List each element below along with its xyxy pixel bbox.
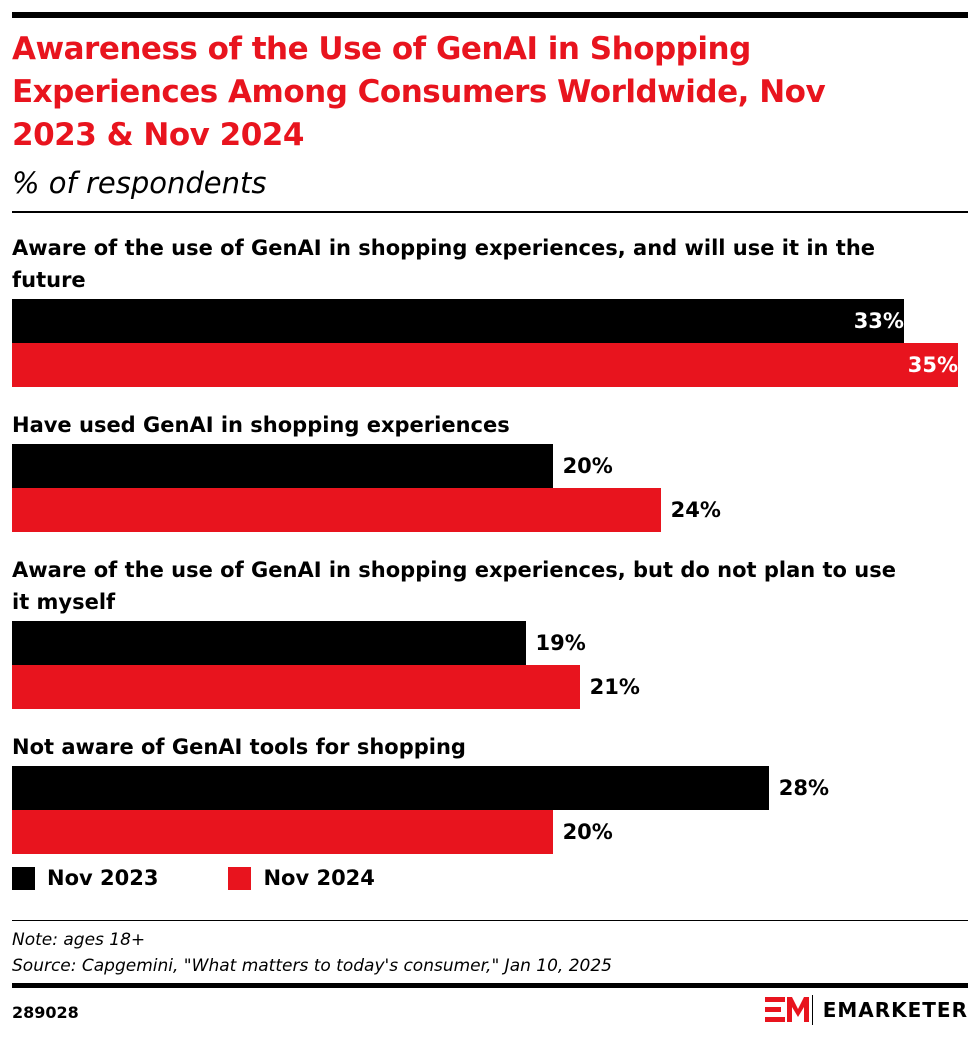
divider xyxy=(12,211,968,213)
bar-row: 24% xyxy=(12,488,968,532)
bar xyxy=(12,665,580,709)
value-label: 24% xyxy=(670,498,721,522)
bar xyxy=(12,444,553,488)
category-group: Not aware of GenAI tools for shopping 28%… xyxy=(12,731,968,854)
legend-swatch xyxy=(12,866,35,890)
legend-item: Nov 2023 xyxy=(12,866,158,890)
bar xyxy=(12,488,661,532)
legend-label: Nov 2023 xyxy=(47,866,159,890)
bar-row: 20% xyxy=(12,810,968,854)
top-bar xyxy=(12,12,968,18)
plot: Aware of the use of GenAI in shopping ex… xyxy=(12,232,968,876)
bar-row: 21% xyxy=(12,665,968,709)
category-group: Aware of the use of GenAI in shopping ex… xyxy=(12,232,968,387)
value-label: 21% xyxy=(589,675,640,699)
value-label: 35% xyxy=(907,353,958,377)
bar xyxy=(12,766,769,810)
divider xyxy=(12,920,968,921)
bar-row: 33% xyxy=(12,299,968,343)
value-label: 28% xyxy=(778,776,830,800)
value-label: 20% xyxy=(562,820,613,844)
legend-item: Nov 2024 xyxy=(228,866,375,890)
legend: Nov 2023 Nov 2024 xyxy=(12,866,375,890)
value-label: 19% xyxy=(535,631,586,655)
bar-row: 28% xyxy=(12,766,968,810)
divider xyxy=(12,983,968,988)
logo: EMARKETER xyxy=(764,995,968,1025)
legend-swatch xyxy=(228,866,252,890)
bar-row: 20% xyxy=(12,444,968,488)
value-label: 33% xyxy=(853,309,904,333)
logo-mark xyxy=(764,995,813,1025)
value-label: 20% xyxy=(562,454,613,478)
category-group: Aware of the use of GenAI in shopping ex… xyxy=(12,554,968,709)
bar xyxy=(12,343,958,387)
category-label: Aware of the use of GenAI in shopping ex… xyxy=(12,236,876,292)
brand: EMARKETER xyxy=(822,998,968,1022)
legend-label: Nov 2024 xyxy=(263,866,375,890)
bar-row: 19% xyxy=(12,621,968,665)
chart-subtitle: % of respondents xyxy=(12,166,267,200)
source: Source: Capgemini, "What matters to toda… xyxy=(12,956,612,976)
category-label: Aware of the use of GenAI in shopping ex… xyxy=(12,558,896,614)
chart-title: Awareness of the Use of GenAI in Shoppin… xyxy=(12,31,826,153)
category-label: Not aware of GenAI tools for shopping xyxy=(12,735,466,759)
category-label: Have used GenAI in shopping experiences xyxy=(12,413,510,437)
bar xyxy=(12,621,526,665)
bar-row: 35% xyxy=(12,343,968,387)
chart-id: 289028 xyxy=(12,1003,79,1022)
bar xyxy=(12,299,904,343)
category-group: Have used GenAI in shopping experiences 2… xyxy=(12,409,968,532)
note: Note: ages 18+ xyxy=(12,930,146,950)
bar xyxy=(12,810,553,854)
